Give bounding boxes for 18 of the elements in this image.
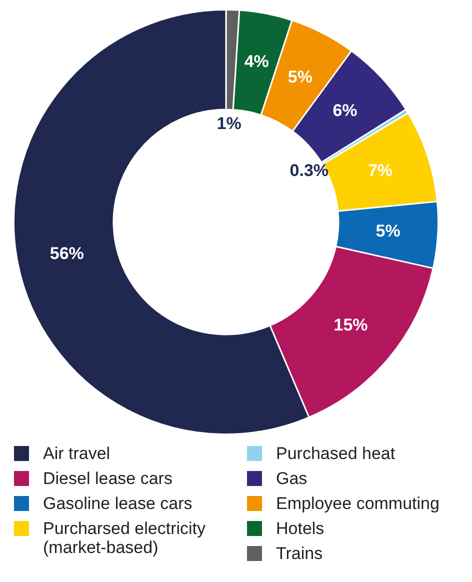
data-label: 56% — [50, 244, 84, 264]
legend-label: Gasoline lease cars — [43, 494, 192, 513]
data-label: 7% — [368, 160, 393, 180]
data-label: 15% — [334, 316, 368, 335]
data-label: 4% — [244, 52, 269, 72]
legend-label: Air travel — [43, 444, 110, 463]
legend-label: Purchased heat — [276, 444, 396, 463]
legend-label: Employee commuting — [276, 494, 440, 513]
data-label: 0.3% — [290, 160, 329, 180]
data-label: 6% — [332, 101, 358, 120]
legend-label: Hotels — [276, 519, 324, 538]
data-label: 1% — [216, 114, 242, 134]
data-label: 5% — [288, 67, 312, 86]
legend-label: Gas — [276, 469, 308, 488]
data-label: 5% — [376, 222, 400, 241]
legend-label: Diesel lease cars — [43, 469, 172, 488]
legend-label: Trains — [276, 544, 323, 563]
legend-label: Purcharsed electricity (market-based) — [43, 519, 207, 557]
